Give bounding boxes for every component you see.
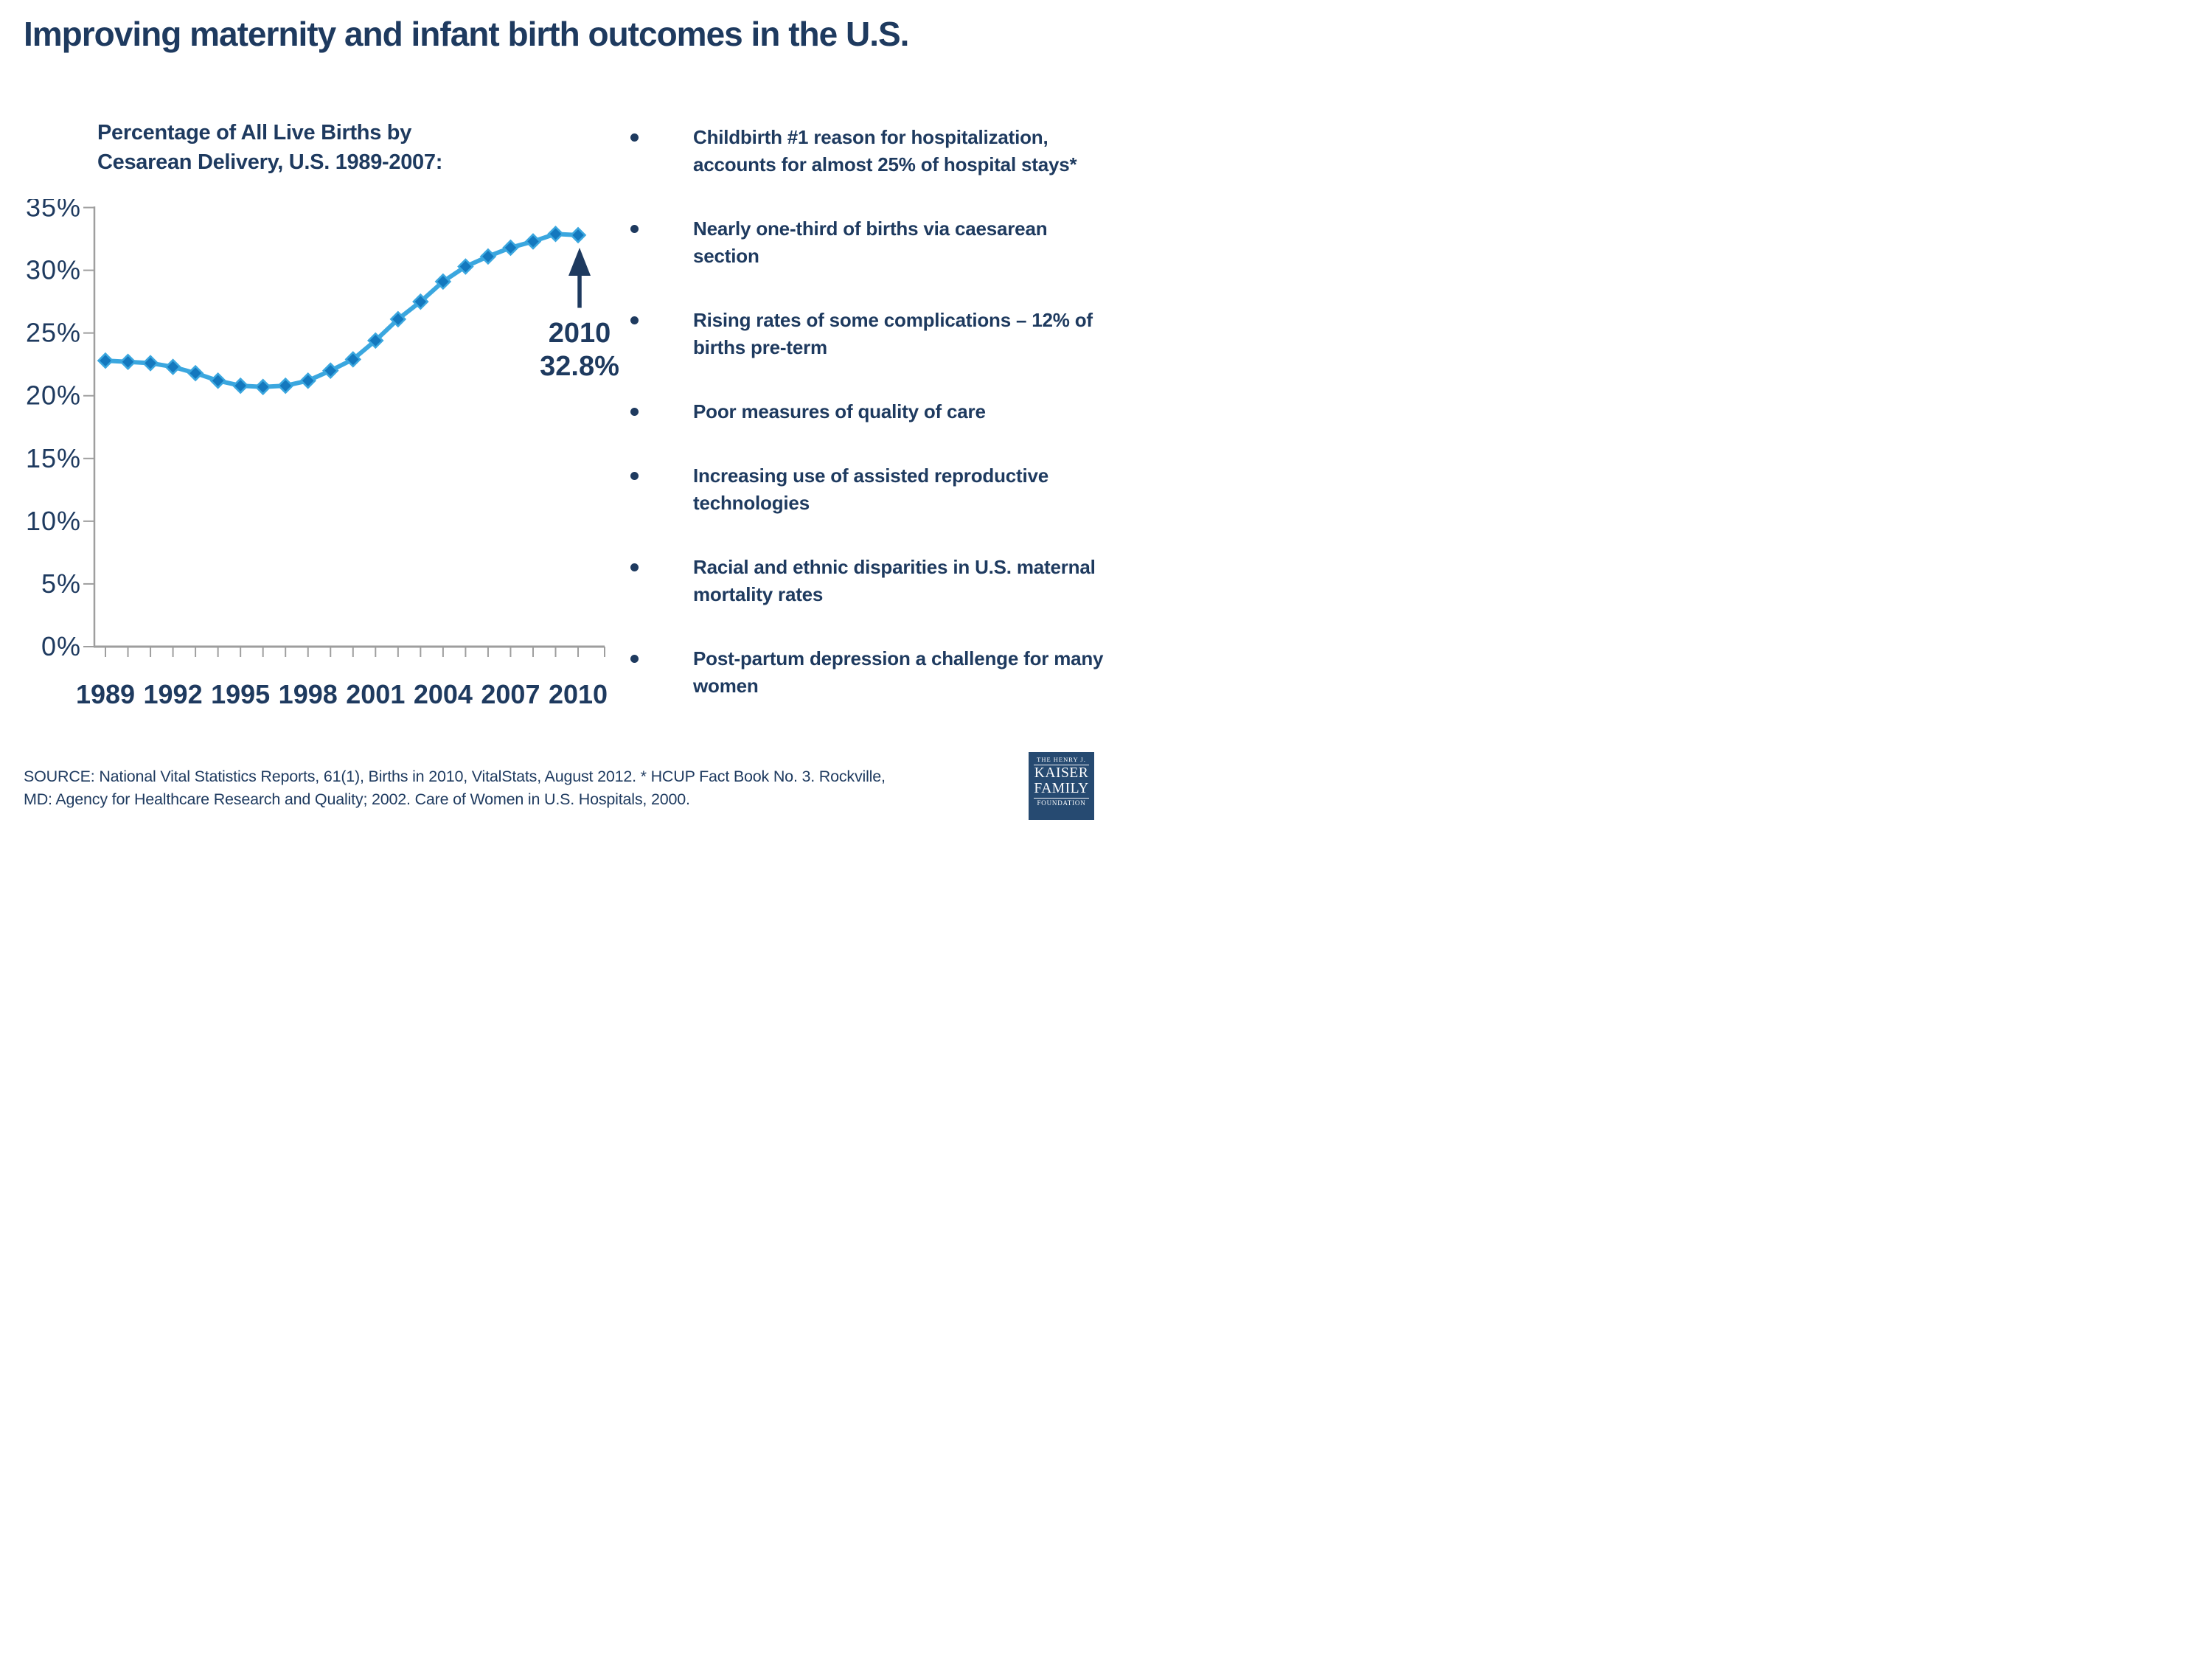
bullet-item: Increasing use of assisted reproductive … <box>630 462 1106 517</box>
chart-title: Percentage of All Live Births by Cesarea… <box>97 118 554 177</box>
bullet-text: Rising rates of some complications – 12%… <box>693 309 1093 358</box>
y-tick-label: 20% <box>26 380 81 411</box>
x-tick-label: 2007 <box>481 679 540 709</box>
data-point-marker <box>187 364 204 382</box>
bullet-text: Childbirth #1 reason for hospitalization… <box>693 126 1077 175</box>
source-line-2: MD: Agency for Healthcare Research and Q… <box>24 790 690 809</box>
data-point-marker <box>164 358 181 375</box>
bullet-dot-icon <box>630 225 639 233</box>
data-point-marker <box>479 248 497 265</box>
chart-title-line-1: Percentage of All Live Births by <box>97 121 412 145</box>
data-point-marker <box>299 372 316 389</box>
bullet-item: Rising rates of some complications – 12%… <box>630 307 1106 361</box>
logo-line-henry-j: THE HENRY J. <box>1037 756 1086 763</box>
bullet-dot-icon <box>630 472 639 480</box>
y-tick-label: 25% <box>26 318 81 348</box>
bullet-text: Nearly one-third of births via caesarean… <box>693 218 1048 267</box>
x-tick-label: 1989 <box>76 679 135 709</box>
y-tick-label: 5% <box>41 568 81 599</box>
y-tick-label: 10% <box>26 506 81 536</box>
data-point-marker <box>119 353 136 371</box>
bullet-item: Racial and ethnic disparities in U.S. ma… <box>630 554 1106 608</box>
bullet-dot-icon <box>630 408 639 416</box>
bullet-item: Childbirth #1 reason for hospitalization… <box>630 124 1106 178</box>
x-tick-label: 1992 <box>144 679 203 709</box>
y-tick-label: 15% <box>26 443 81 473</box>
data-point-marker <box>524 233 542 250</box>
x-tick-label: 1998 <box>279 679 338 709</box>
slide: Improving maternity and infant birth out… <box>0 0 1106 830</box>
logo-line-kaiser: KAISER <box>1034 765 1089 782</box>
logo-rule <box>1034 798 1089 799</box>
logo-line-family: FAMILY <box>1034 780 1089 796</box>
bullet-text: Poor measures of quality of care <box>693 400 986 422</box>
data-point-marker <box>142 355 159 372</box>
bullet-list: Childbirth #1 reason for hospitalization… <box>630 124 1106 737</box>
x-tick-label: 1995 <box>211 679 270 709</box>
bullet-text: Racial and ethnic disparities in U.S. ma… <box>693 556 1096 605</box>
data-point-marker <box>434 273 452 291</box>
kff-logo: THE HENRY J. KAISER FAMILY FOUNDATION <box>1029 752 1094 820</box>
y-tick-label: 0% <box>41 631 81 661</box>
annotation-arrow-head-icon <box>568 248 591 276</box>
data-point-marker <box>547 225 564 243</box>
data-point-marker <box>232 377 249 394</box>
y-tick-label: 30% <box>26 255 81 285</box>
annotation-year-label: 2010 <box>549 318 611 349</box>
bullet-dot-icon <box>630 133 639 142</box>
data-point-marker <box>502 239 519 257</box>
source-line-1: SOURCE: National Vital Statistics Report… <box>24 768 886 785</box>
bullet-text: Post-partum depression a challenge for m… <box>693 647 1104 697</box>
data-point-marker <box>457 258 474 275</box>
bullet-item: Post-partum depression a challenge for m… <box>630 645 1106 700</box>
x-tick-label: 2004 <box>414 679 473 709</box>
series-line <box>103 232 581 389</box>
data-point-marker <box>569 226 587 244</box>
data-point-marker <box>254 378 271 396</box>
bullet-text: Increasing use of assisted reproductive … <box>693 465 1049 514</box>
data-point-marker <box>209 372 226 389</box>
chart-title-line-2: Cesarean Delivery, U.S. 1989-2007: <box>97 150 443 175</box>
data-point-marker <box>321 362 339 379</box>
bullet-dot-icon <box>630 563 639 571</box>
data-point-marker <box>389 310 407 328</box>
y-tick-label: 35% <box>26 199 81 223</box>
data-point-marker <box>412 293 429 310</box>
bullet-dot-icon <box>630 316 639 324</box>
x-tick-label: 2001 <box>346 679 405 709</box>
bullet-dot-icon <box>630 655 639 663</box>
source-text: SOURCE: National Vital Statistics Report… <box>24 765 886 811</box>
x-tick-label: 2010 <box>549 679 608 709</box>
data-point-marker <box>344 351 362 368</box>
page-title: Improving maternity and infant birth out… <box>24 15 909 53</box>
bullet-item: Poor measures of quality of care <box>630 398 1106 425</box>
data-point-marker <box>276 377 294 394</box>
bullet-item: Nearly one-third of births via caesarean… <box>630 215 1106 270</box>
data-point-marker <box>367 332 384 349</box>
cesarean-rate-line-chart: 0% 5% 10% 15% 20% 25% 30% 35% 1989 1992 1995 1998 20… <box>26 199 619 709</box>
data-point-marker <box>97 352 114 369</box>
annotation-value-label: 32.8% <box>540 351 619 382</box>
logo-line-foundation: FOUNDATION <box>1037 799 1086 807</box>
